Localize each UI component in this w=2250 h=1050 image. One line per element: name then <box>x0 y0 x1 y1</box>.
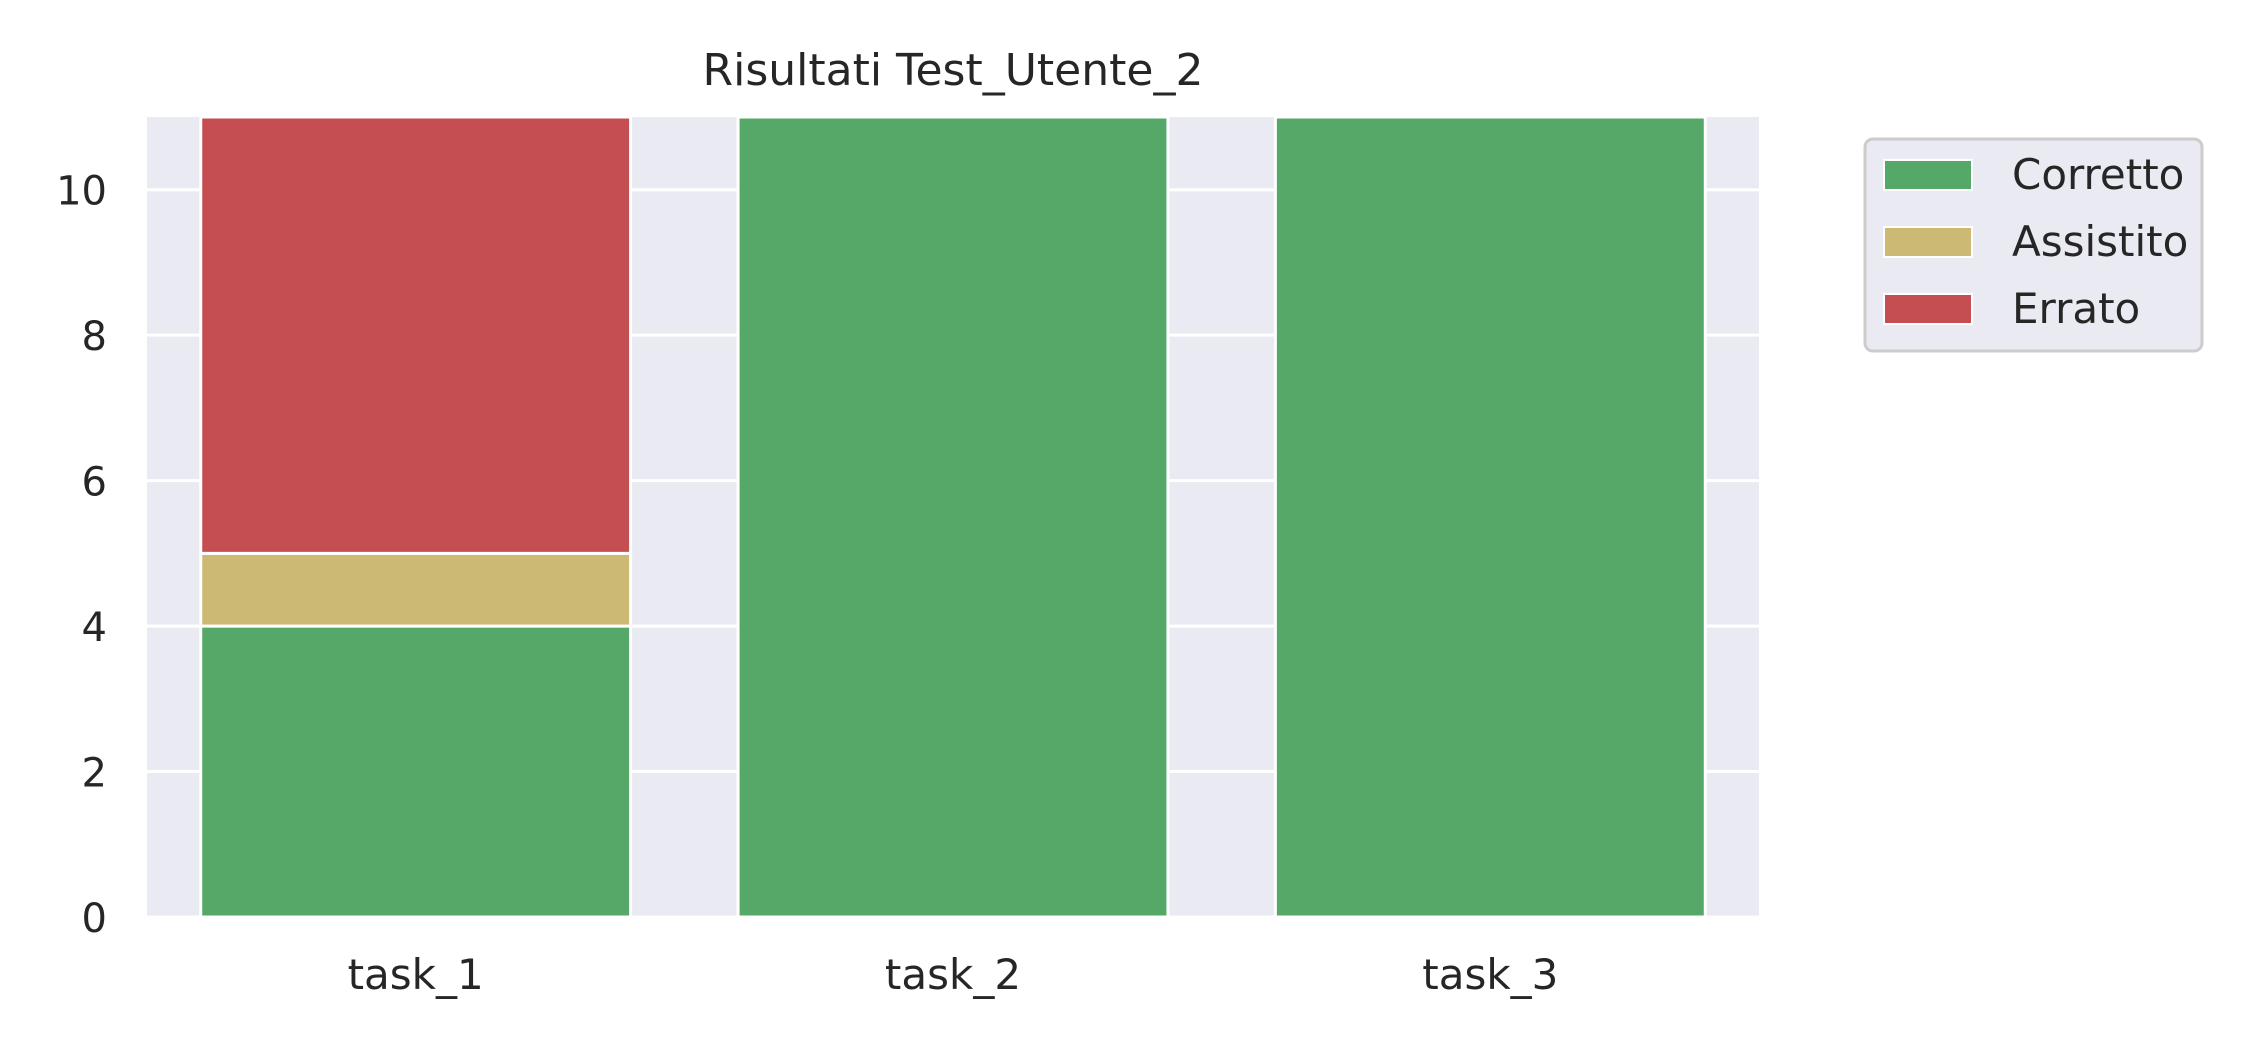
y-tick-label: 4 <box>82 605 107 651</box>
chart-title: Risultati Test_Utente_2 <box>703 45 1204 96</box>
legend-swatch-assistito <box>1883 226 1973 258</box>
x-tick-label: task_1 <box>348 950 484 999</box>
bars <box>199 115 1707 919</box>
y-tick-label: 6 <box>82 460 107 506</box>
legend-label: Errato <box>2012 284 2140 333</box>
legend: Corretto Assistito Errato <box>1863 137 2204 353</box>
y-tick-label: 2 <box>82 751 107 797</box>
x-tick-label: task_2 <box>885 950 1021 999</box>
legend-swatch-corretto <box>1883 159 1973 191</box>
legend-swatch-errato <box>1883 293 1973 325</box>
y-axis-tick-labels: 0 2 4 6 8 10 <box>56 169 107 942</box>
x-axis-tick-labels: task_1 task_2 task_3 <box>348 950 1559 999</box>
x-tick-label: task_3 <box>1422 950 1558 999</box>
bar-task_3-corretto <box>1273 115 1707 919</box>
legend-label: Assistito <box>2012 217 2188 266</box>
legend-label: Corretto <box>2012 150 2184 199</box>
bar-task_2-corretto <box>736 115 1170 919</box>
y-tick-label: 0 <box>82 896 107 942</box>
bar-task_1-assistito <box>199 551 633 628</box>
y-tick-label: 10 <box>56 169 107 215</box>
bar-task_1-errato <box>199 115 633 555</box>
bar-task_1-corretto <box>199 624 633 919</box>
y-tick-label: 8 <box>82 314 107 360</box>
legend-items: Corretto Assistito Errato <box>1883 150 2188 333</box>
